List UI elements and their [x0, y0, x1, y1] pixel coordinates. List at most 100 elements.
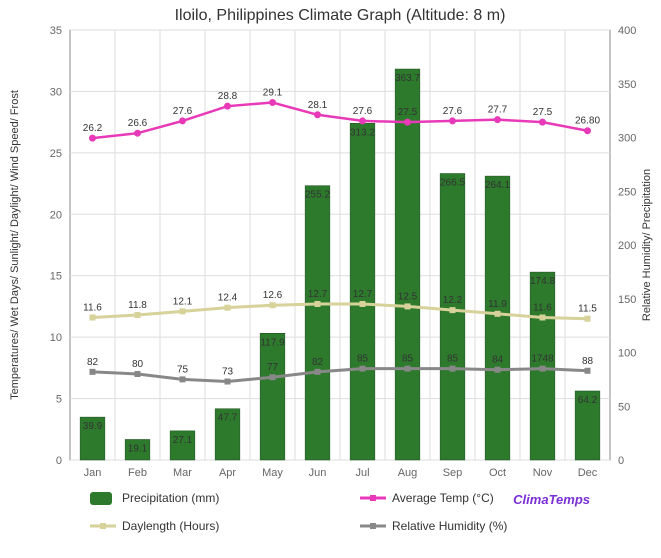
avgtemp-label: 27.5: [398, 107, 418, 118]
precip-bar: [440, 174, 465, 460]
humidity-label: 82: [87, 357, 99, 368]
humidity-marker: [225, 379, 231, 385]
avgtemp-label: 27.5: [533, 107, 553, 118]
left-tick: 10: [50, 332, 62, 344]
right-tick: 50: [618, 401, 630, 413]
avgtemp-label: 26.6: [128, 118, 148, 129]
right-tick: 0: [618, 455, 624, 467]
daylength-label: 11.8: [128, 300, 147, 311]
avgtemp-label: 27.7: [488, 105, 508, 116]
left-tick: 20: [50, 209, 62, 221]
daylength-label: 12.2: [443, 295, 463, 306]
humidity-label: 82: [312, 357, 324, 368]
humidity-label: 88: [582, 356, 594, 367]
left-axis-label: Temperatures/ Wet Days/ Sunlight/ Daylig…: [9, 90, 21, 400]
humidity-label: 1748: [531, 354, 554, 365]
humidity-marker: [180, 376, 186, 382]
right-tick: 150: [618, 294, 636, 306]
avgtemp-label: 28.1: [308, 100, 328, 111]
avgtemp-marker: [584, 127, 591, 134]
avgtemp-label: 27.6: [443, 106, 463, 117]
month-label: Oct: [489, 467, 506, 479]
daylength-marker: [315, 301, 321, 307]
left-tick: 25: [50, 148, 62, 160]
avgtemp-label: 27.6: [173, 106, 193, 117]
daylength-label: 11.6: [533, 302, 552, 313]
right-axis-label: Relative Humidity/ Precipitation: [641, 169, 653, 321]
legend-marker: [370, 523, 376, 529]
avgtemp-marker: [89, 135, 96, 142]
daylength-label: 11.5: [578, 304, 597, 315]
precip-label: 117.9: [260, 337, 285, 348]
humidity-label: 77: [267, 362, 279, 373]
humidity-marker: [585, 368, 591, 374]
avgtemp-label: 26.2: [83, 123, 103, 134]
precip-bar: [260, 333, 285, 460]
daylength-marker: [450, 307, 456, 313]
precip-label: 27.1: [173, 435, 193, 446]
avgtemp-label: 26.80: [575, 116, 600, 127]
avgtemp-label: 27.6: [353, 106, 373, 117]
right-tick: 300: [618, 133, 636, 145]
daylength-marker: [360, 301, 366, 307]
daylength-label: 12.1: [173, 296, 193, 307]
right-tick: 350: [618, 79, 636, 91]
avgtemp-marker: [359, 117, 366, 124]
month-label: Jun: [309, 467, 327, 479]
precip-label: 264.1: [485, 180, 510, 191]
precip-bar: [395, 69, 420, 460]
avgtemp-label: 29.1: [263, 87, 283, 98]
right-tick: 100: [618, 348, 636, 360]
left-tick: 0: [56, 455, 62, 467]
humidity-label: 75: [177, 364, 189, 375]
legend-label: Relative Humidity (%): [392, 519, 507, 533]
left-tick: 30: [50, 86, 62, 98]
humidity-marker: [450, 366, 456, 372]
humidity-label: 85: [447, 354, 459, 365]
humidity-marker: [405, 366, 411, 372]
daylength-marker: [270, 302, 276, 308]
precip-label: 47.7: [218, 413, 238, 424]
precip-label: 313.2: [350, 127, 375, 138]
daylength-marker: [585, 316, 591, 322]
daylength-marker: [225, 305, 231, 311]
month-label: May: [262, 467, 283, 479]
daylength-marker: [180, 308, 186, 314]
humidity-label: 80: [132, 359, 144, 370]
daylength-marker: [405, 303, 411, 309]
humidity-marker: [270, 374, 276, 380]
month-label: Jul: [355, 467, 369, 479]
daylength-label: 12.7: [308, 289, 328, 300]
precip-label: 255.2: [305, 190, 330, 201]
precip-label: 363.7: [395, 73, 420, 84]
legend-marker: [370, 495, 376, 501]
precip-label: 174.8: [530, 276, 555, 287]
humidity-label: 85: [357, 354, 369, 365]
daylength-label: 12.5: [398, 291, 418, 302]
legend-label: Daylength (Hours): [122, 519, 219, 533]
precip-label: 64.2: [578, 395, 598, 406]
month-label: Apr: [219, 467, 236, 479]
precip-label: 19.1: [128, 443, 148, 454]
daylength-label: 12.4: [218, 293, 238, 304]
avgtemp-marker: [269, 99, 276, 106]
legend-label: Average Temp (°C): [392, 491, 494, 505]
avgtemp-marker: [314, 111, 321, 118]
daylength-label: 11.9: [488, 299, 507, 310]
right-tick: 250: [618, 186, 636, 198]
month-label: Nov: [533, 467, 553, 479]
humidity-marker: [315, 369, 321, 375]
month-label: Feb: [128, 467, 147, 479]
avgtemp-marker: [539, 119, 546, 126]
humidity-marker: [90, 369, 96, 375]
precip-label: 266.5: [440, 178, 465, 189]
humidity-marker: [540, 366, 546, 372]
precip-bar: [485, 176, 510, 460]
avgtemp-label: 28.8: [218, 91, 238, 102]
humidity-marker: [135, 371, 141, 377]
daylength-marker: [540, 314, 546, 320]
month-label: Dec: [578, 467, 598, 479]
brand-label: ClimaTemps: [513, 492, 590, 507]
legend-swatch: [90, 492, 112, 505]
legend-label: Precipitation (mm): [122, 491, 219, 505]
